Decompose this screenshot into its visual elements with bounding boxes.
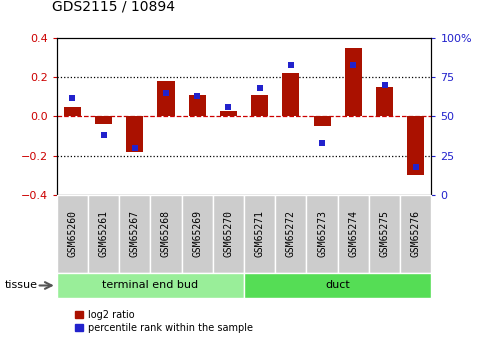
Bar (314, 116, 331, 126)
Bar (251, 95, 268, 116)
Bar (338, 195, 369, 273)
Bar (400, 195, 431, 273)
Bar (407, 116, 424, 175)
Bar (275, 195, 307, 273)
Bar (213, 195, 244, 273)
Bar (64, 107, 81, 116)
Text: terminal end bud: terminal end bud (103, 280, 198, 290)
Bar (88, 195, 119, 273)
Bar (369, 195, 400, 273)
Bar (126, 116, 143, 152)
Bar (150, 195, 181, 273)
Text: GSM65270: GSM65270 (223, 210, 233, 257)
Text: duct: duct (325, 280, 350, 290)
Bar (119, 195, 150, 273)
Text: GSM65269: GSM65269 (192, 210, 202, 257)
Bar (244, 273, 431, 298)
Bar (307, 195, 338, 273)
Bar (345, 48, 362, 116)
Bar (376, 87, 393, 116)
Text: GSM65276: GSM65276 (411, 210, 421, 257)
Text: GSM65271: GSM65271 (255, 210, 265, 257)
Bar (282, 73, 299, 116)
Bar (57, 273, 244, 298)
Bar (220, 110, 237, 116)
Text: GSM65273: GSM65273 (317, 210, 327, 257)
Text: GDS2115 / 10894: GDS2115 / 10894 (52, 0, 175, 14)
Text: GSM65275: GSM65275 (380, 210, 389, 257)
Bar (57, 195, 88, 273)
Text: GSM65268: GSM65268 (161, 210, 171, 257)
Text: GSM65274: GSM65274 (349, 210, 358, 257)
Bar (157, 81, 175, 116)
Text: tissue: tissue (5, 280, 38, 290)
Bar (95, 116, 112, 124)
Bar (244, 195, 275, 273)
Text: GSM65267: GSM65267 (130, 210, 140, 257)
Bar (189, 95, 206, 116)
Bar (181, 195, 213, 273)
Text: GSM65261: GSM65261 (99, 210, 108, 257)
Text: GSM65260: GSM65260 (68, 210, 77, 257)
Text: GSM65272: GSM65272 (286, 210, 296, 257)
Legend: log2 ratio, percentile rank within the sample: log2 ratio, percentile rank within the s… (71, 306, 257, 337)
